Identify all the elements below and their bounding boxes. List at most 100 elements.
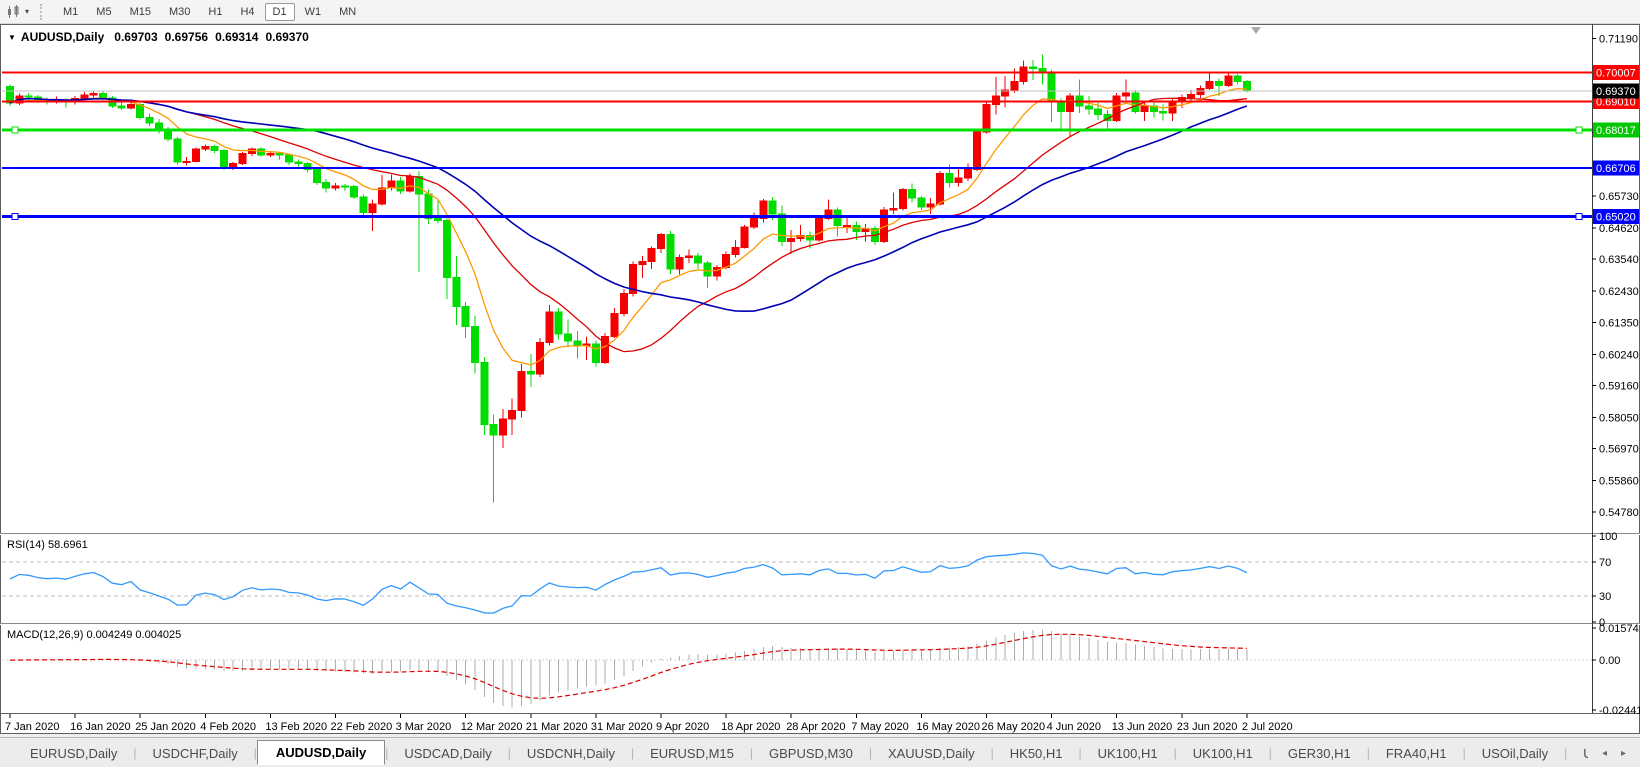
candle-body: [731, 246, 740, 255]
current-price-badge: 0.69370: [1596, 86, 1636, 98]
candle-body: [694, 255, 703, 264]
candle-body: [1066, 95, 1075, 113]
candle-body: [526, 370, 535, 375]
price-tick-label: 0.71190: [1599, 33, 1638, 45]
rsi-indicator-label: RSI(14) 58.6961: [7, 539, 88, 551]
candle-body: [573, 340, 582, 346]
tab-usdjpy-h1[interactable]: USDJPY,H1: [1567, 742, 1588, 765]
candle-body: [498, 418, 507, 436]
price-badge-0.65020: 0.65020: [1596, 211, 1636, 223]
tab-uk100-h1[interactable]: UK100,H1: [1192, 745, 1253, 761]
candle-body: [312, 168, 321, 183]
timeframe-button-W1[interactable]: W1: [304, 6, 322, 18]
candle-body: [396, 180, 405, 192]
tab-scroll-right-icon[interactable]: ▸: [1620, 747, 1626, 759]
candle-body: [1140, 105, 1149, 113]
tab-usoil-daily[interactable]: USOil,Daily: [1481, 745, 1549, 761]
tab-separator: |: [749, 746, 754, 760]
candlestick-tool-icon: [8, 4, 19, 18]
price-tick-label: 0.62430: [1599, 286, 1639, 298]
candle-body: [1019, 66, 1028, 82]
candle-body: [777, 213, 786, 242]
tab-usdchf-daily[interactable]: USDCHF,Daily: [152, 745, 238, 761]
date-label: 22 Feb 2020: [331, 721, 393, 733]
tab-fra40-h1[interactable]: FRA40,H1: [1385, 745, 1447, 761]
candle-body: [89, 93, 98, 96]
timeframe-button-D1[interactable]: D1: [264, 3, 295, 21]
candle-body: [619, 292, 628, 315]
chart-shift-marker-icon[interactable]: [1251, 27, 1261, 34]
hline-handle[interactable]: [1575, 212, 1583, 220]
tab-separator: |: [1268, 746, 1272, 760]
timeframe-button-MN[interactable]: MN: [339, 6, 357, 18]
ohlc-high: 0.69756: [164, 30, 209, 44]
tab-hk50-h1[interactable]: HK50,H1: [1009, 745, 1063, 761]
candle-body: [843, 225, 851, 228]
candle-body: [238, 153, 247, 165]
timeframe-button-H1[interactable]: H1: [208, 6, 223, 18]
candle-body: [24, 95, 33, 98]
chart-title-caret-icon: ▼: [8, 33, 16, 42]
hline-handle[interactable]: [11, 212, 19, 220]
tab-xauusd-daily[interactable]: XAUUSD,Daily: [887, 745, 975, 761]
tab-separator: |: [507, 746, 511, 760]
candle-body: [601, 336, 610, 364]
chart-tool-icon[interactable]: ▾: [2, 3, 33, 21]
candle-body: [210, 145, 219, 152]
tab-scroll-left-icon[interactable]: ◂: [1601, 747, 1607, 759]
price-badge-0.65020-bg: [1593, 208, 1639, 224]
chart-symbol-label: AUDUSD,Daily: [20, 30, 105, 44]
candle-body: [173, 138, 182, 163]
price-tick-label: 0.65730: [1599, 191, 1639, 203]
tab-ger30-h1[interactable]: GER30,H1: [1287, 745, 1351, 761]
tab-separator: |: [253, 746, 257, 760]
candle-body: [1112, 95, 1121, 121]
candle-body: [759, 200, 768, 219]
tab-audusd-daily[interactable]: AUDUSD,Daily: [256, 739, 386, 765]
candle-body: [192, 148, 200, 163]
candle-body: [991, 95, 1000, 105]
date-label: 28 Apr 2020: [786, 721, 845, 733]
timeframe-button-M15[interactable]: M15: [129, 6, 151, 18]
candle-body: [452, 277, 461, 307]
timeframe-button-H4[interactable]: H4: [240, 6, 255, 18]
date-label: 16 Jan 2020: [70, 721, 131, 733]
candle-body: [963, 168, 972, 179]
tab-separator: |: [868, 746, 872, 760]
candle-body: [1001, 89, 1010, 97]
candle-body: [294, 161, 303, 165]
candle-body: [443, 219, 452, 279]
candle-body: [629, 264, 638, 294]
tab-gbpusd-m30[interactable]: GBPUSD,M30: [769, 745, 853, 761]
candle-body: [1131, 92, 1140, 113]
date-label: 7 May 2020: [851, 721, 908, 733]
chart-tabs: EURUSD,Daily | USDCHF,Daily | AUDUSD,Daily | U…: [0, 738, 1588, 767]
macd-tick-label: 0.00: [1599, 655, 1620, 667]
date-label: 26 May 2020: [982, 721, 1046, 733]
candle-body: [815, 217, 824, 241]
timeframe-button-M5[interactable]: M5: [96, 6, 112, 18]
date-label: 16 May 2020: [916, 721, 980, 733]
timeframe-button-M1[interactable]: M1: [63, 6, 79, 18]
tab-usdcad-daily[interactable]: USDCAD,Daily: [404, 745, 492, 761]
hline-handle[interactable]: [1575, 126, 1583, 134]
candle-body: [424, 193, 433, 219]
candle-body: [712, 266, 721, 277]
tab-eurusd-daily[interactable]: EURUSD,Daily: [30, 745, 118, 761]
tab-eurusd-m15[interactable]: EURUSD,M15: [650, 745, 734, 761]
tab-usdcnh-daily[interactable]: USDCNH,Daily: [526, 745, 615, 761]
candle-body: [405, 176, 414, 192]
price-tick-label: 0.60240: [1599, 349, 1639, 361]
candle-body: [461, 305, 470, 328]
tab-uk100-h1[interactable]: UK100,H1: [1097, 745, 1158, 761]
macd-tick-label: 0.015741: [1599, 623, 1640, 635]
chart-canvas[interactable]: 0.711900.679200.657300.646200.635400.624…: [0, 24, 1640, 735]
candle-body: [99, 93, 107, 99]
candle-body: [824, 209, 833, 219]
hline-handle[interactable]: [11, 126, 19, 134]
candle-body: [378, 187, 386, 205]
ma-line-20: [9, 97, 1247, 353]
timeframe-button-M30[interactable]: M30: [168, 6, 191, 18]
candle-body: [1187, 93, 1196, 98]
